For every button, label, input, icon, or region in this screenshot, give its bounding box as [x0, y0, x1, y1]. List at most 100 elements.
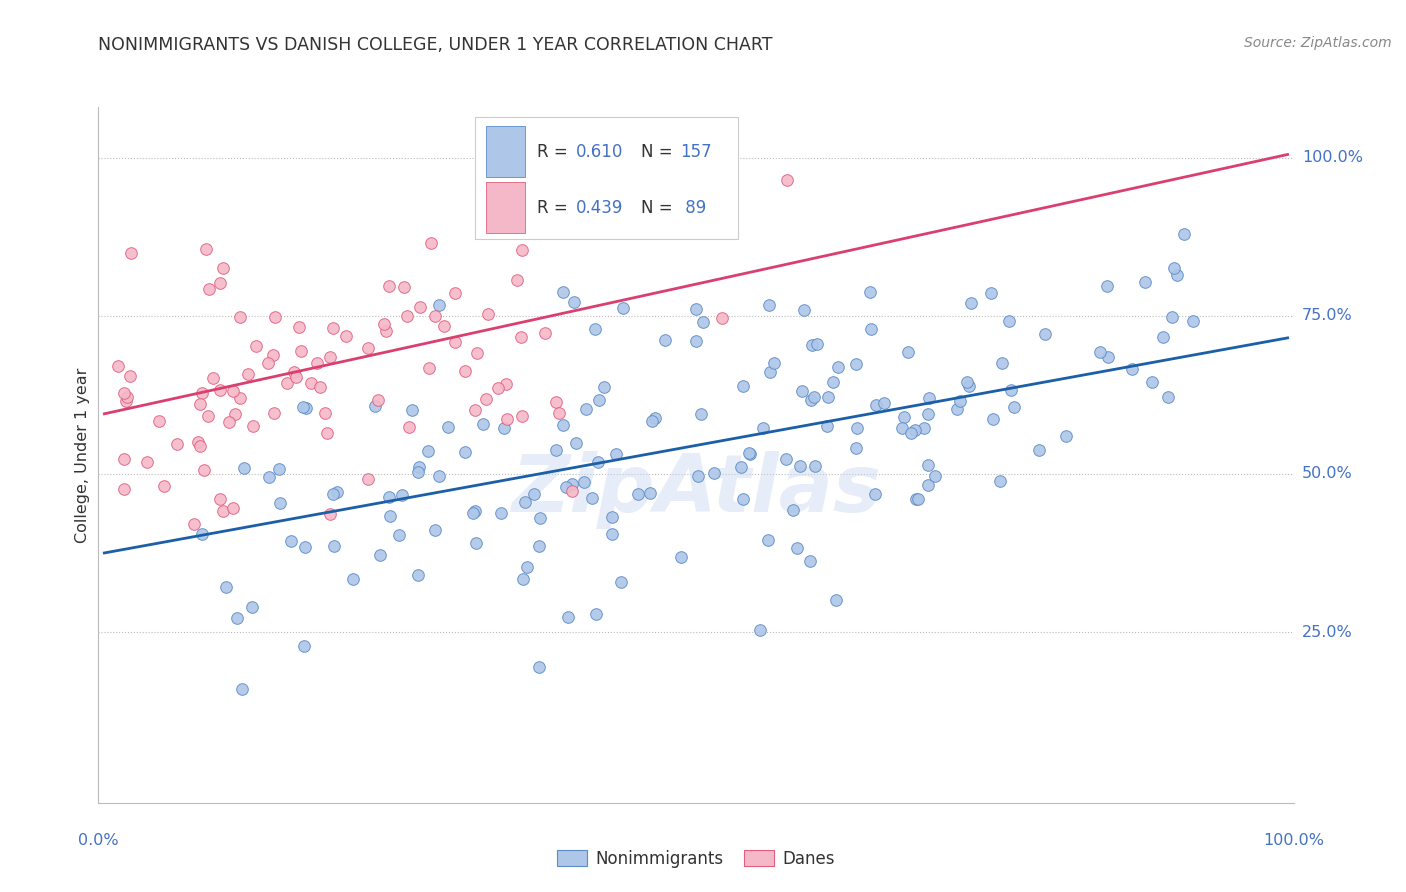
Point — [148, 414, 170, 428]
Point — [581, 491, 603, 505]
Point — [229, 310, 252, 324]
Point — [197, 409, 219, 424]
Point — [120, 369, 142, 384]
Point — [115, 394, 138, 409]
Point — [990, 356, 1012, 370]
Point — [309, 380, 332, 394]
Point — [477, 307, 499, 321]
Point — [342, 572, 364, 586]
Point — [917, 407, 939, 421]
Point — [465, 346, 488, 360]
Point — [924, 468, 946, 483]
Legend: Nonimmigrants, Danes: Nonimmigrants, Danes — [551, 843, 841, 874]
Text: 50.0%: 50.0% — [1302, 467, 1353, 482]
Point — [444, 335, 467, 350]
Point — [588, 392, 610, 407]
Point — [326, 485, 349, 500]
Point — [546, 161, 568, 175]
Point — [815, 418, 838, 433]
Point — [900, 425, 922, 440]
Text: 0.610: 0.610 — [576, 143, 623, 161]
Text: N =: N = — [641, 143, 678, 161]
Point — [1166, 268, 1188, 282]
Point — [211, 504, 233, 518]
Point — [553, 417, 575, 432]
Point — [335, 328, 357, 343]
Point — [292, 639, 315, 653]
Point — [1163, 260, 1185, 275]
Point — [263, 405, 285, 419]
Point — [907, 492, 929, 507]
Point — [749, 623, 772, 637]
Point — [956, 375, 979, 389]
Point — [395, 310, 418, 324]
Point — [494, 420, 516, 434]
Text: Source: ZipAtlas.com: Source: ZipAtlas.com — [1244, 36, 1392, 50]
Point — [495, 411, 517, 425]
Text: 100.0%: 100.0% — [1302, 150, 1362, 165]
Point — [1002, 401, 1025, 415]
Point — [427, 468, 450, 483]
Point — [918, 391, 941, 405]
Point — [120, 246, 142, 260]
Point — [294, 401, 316, 415]
Point — [685, 334, 707, 348]
Point — [284, 370, 307, 384]
Point — [799, 554, 821, 568]
Point — [703, 466, 725, 480]
Point — [269, 462, 291, 476]
Point — [565, 435, 588, 450]
Point — [229, 391, 252, 405]
Text: 0.439: 0.439 — [576, 199, 623, 217]
Point — [188, 439, 211, 453]
Point — [671, 550, 693, 565]
Point — [557, 610, 579, 624]
Point — [544, 442, 567, 457]
Point — [593, 380, 616, 394]
Point — [548, 405, 571, 419]
Point — [896, 345, 918, 359]
Point — [775, 451, 797, 466]
Point — [443, 285, 465, 300]
Point — [534, 326, 557, 341]
Point — [1088, 344, 1111, 359]
Point — [917, 478, 939, 492]
Point — [510, 330, 533, 344]
Point — [817, 390, 839, 404]
Point — [1000, 383, 1022, 397]
Point — [1133, 275, 1156, 289]
Point — [917, 458, 939, 473]
Point — [1181, 314, 1204, 328]
Point — [454, 364, 477, 378]
Point — [730, 460, 752, 475]
Point — [209, 276, 232, 290]
Point — [486, 381, 509, 395]
Point — [356, 472, 378, 486]
Text: NONIMMIGRANTS VS DANISH COLLEGE, UNDER 1 YEAR CORRELATION CHART: NONIMMIGRANTS VS DANISH COLLEGE, UNDER 1… — [98, 36, 773, 54]
Point — [912, 420, 935, 434]
Point — [561, 483, 583, 498]
Point — [685, 301, 707, 316]
Point — [574, 402, 596, 417]
Point — [827, 360, 849, 375]
Point — [786, 541, 808, 555]
Point — [256, 356, 278, 370]
Point — [112, 451, 135, 466]
Text: N =: N = — [641, 199, 678, 217]
Point — [1121, 361, 1143, 376]
Point — [464, 503, 486, 517]
Text: R =: R = — [537, 143, 572, 161]
Point — [464, 403, 486, 417]
Point — [187, 435, 209, 450]
Point — [959, 296, 981, 310]
Point — [1054, 428, 1077, 442]
Point — [981, 411, 1004, 425]
Point — [845, 358, 868, 372]
Point — [513, 495, 536, 509]
Point — [574, 475, 596, 490]
Point — [201, 370, 224, 384]
Point — [294, 540, 316, 554]
Point — [408, 567, 430, 582]
Point — [605, 447, 627, 461]
Point — [388, 528, 411, 542]
